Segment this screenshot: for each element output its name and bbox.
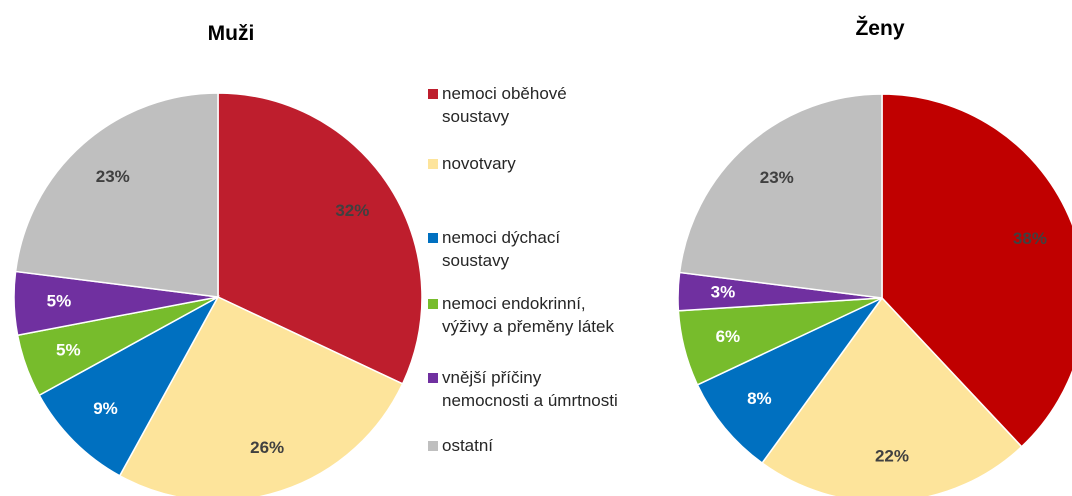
data-label: 8%: [747, 389, 772, 408]
data-label: 6%: [716, 327, 741, 346]
chart-title: Ženy: [855, 16, 904, 40]
data-label: 32%: [335, 201, 369, 220]
legend-label: ostatní: [442, 436, 494, 455]
pie-slice: [217, 92, 423, 385]
pie-slice: [761, 296, 1023, 496]
legend-swatch: [428, 89, 438, 99]
legend-label: vnější příčiny nemocnosti a úmrtnosti: [442, 368, 618, 410]
pie-slice: [38, 295, 220, 477]
data-label: 38%: [1013, 229, 1047, 248]
chart-title: Muži: [208, 22, 255, 45]
data-label: 5%: [56, 340, 81, 359]
legend-swatch: [428, 233, 438, 243]
data-label: 3%: [711, 282, 736, 301]
data-label: 9%: [93, 399, 118, 418]
pie-slice: [14, 92, 219, 298]
legend-label: nemoci endokrinní, výživy a přeměny láte…: [442, 294, 614, 336]
data-label: 23%: [96, 167, 130, 186]
data-label: 5%: [47, 291, 72, 310]
data-label: 23%: [760, 168, 794, 187]
pie-slice: [696, 297, 883, 465]
legend-label: nemoci oběhové soustavy: [442, 84, 567, 126]
legend-swatch: [428, 441, 438, 451]
pie-slice: [118, 296, 404, 496]
legend-swatch: [428, 299, 438, 309]
data-label: 22%: [875, 446, 909, 465]
pie-slice: [678, 93, 883, 299]
legend-label: novotvary: [442, 154, 516, 173]
legend-swatch: [428, 373, 438, 383]
legend-swatch: [428, 159, 438, 169]
legend-label: nemoci dýchací soustavy: [442, 228, 561, 270]
data-label: 26%: [250, 438, 284, 457]
